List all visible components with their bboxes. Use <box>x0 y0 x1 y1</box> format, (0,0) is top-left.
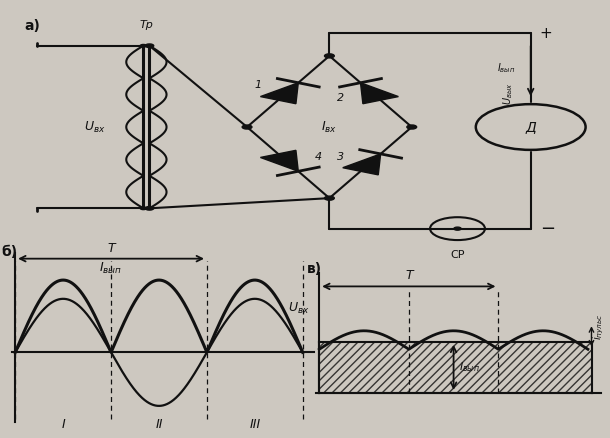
Text: +: + <box>540 25 553 41</box>
Circle shape <box>145 207 154 210</box>
Text: $U_{вх}$: $U_{вх}$ <box>84 120 106 134</box>
Circle shape <box>140 45 146 47</box>
Text: III: III <box>249 418 260 431</box>
Text: −: − <box>540 219 555 238</box>
Polygon shape <box>260 150 298 171</box>
Circle shape <box>325 54 334 58</box>
Text: I: I <box>61 418 65 431</box>
Text: 4: 4 <box>315 152 322 162</box>
Text: Д: Д <box>525 120 536 134</box>
Text: СР: СР <box>450 250 465 260</box>
Text: $i_{пульс}$: $i_{пульс}$ <box>592 313 606 339</box>
Text: в): в) <box>306 261 321 276</box>
Text: $I_{вып}$: $I_{вып}$ <box>459 360 480 374</box>
Polygon shape <box>361 83 398 104</box>
Circle shape <box>407 125 417 129</box>
Text: II: II <box>155 418 163 431</box>
Text: $I_{вх}$: $I_{вх}$ <box>321 120 337 134</box>
Circle shape <box>140 207 146 210</box>
Text: $U_{вх}$: $U_{вх}$ <box>289 301 310 316</box>
Circle shape <box>242 125 252 129</box>
Text: б): б) <box>2 245 18 259</box>
Circle shape <box>454 227 461 230</box>
Polygon shape <box>260 83 298 104</box>
Text: $I_{вып}$: $I_{вып}$ <box>497 62 515 75</box>
Text: T: T <box>405 269 412 282</box>
Text: 3: 3 <box>337 152 344 162</box>
Text: 2: 2 <box>337 92 344 102</box>
Text: 1: 1 <box>254 81 262 90</box>
Polygon shape <box>343 154 381 175</box>
Text: а): а) <box>24 19 40 33</box>
Text: Тр: Тр <box>140 20 153 30</box>
Text: $I_{вып}$: $I_{вып}$ <box>99 261 123 276</box>
Circle shape <box>145 44 154 47</box>
Text: T: T <box>107 242 115 255</box>
Circle shape <box>325 196 334 200</box>
Text: $U_{вых}$: $U_{вых}$ <box>501 83 515 105</box>
